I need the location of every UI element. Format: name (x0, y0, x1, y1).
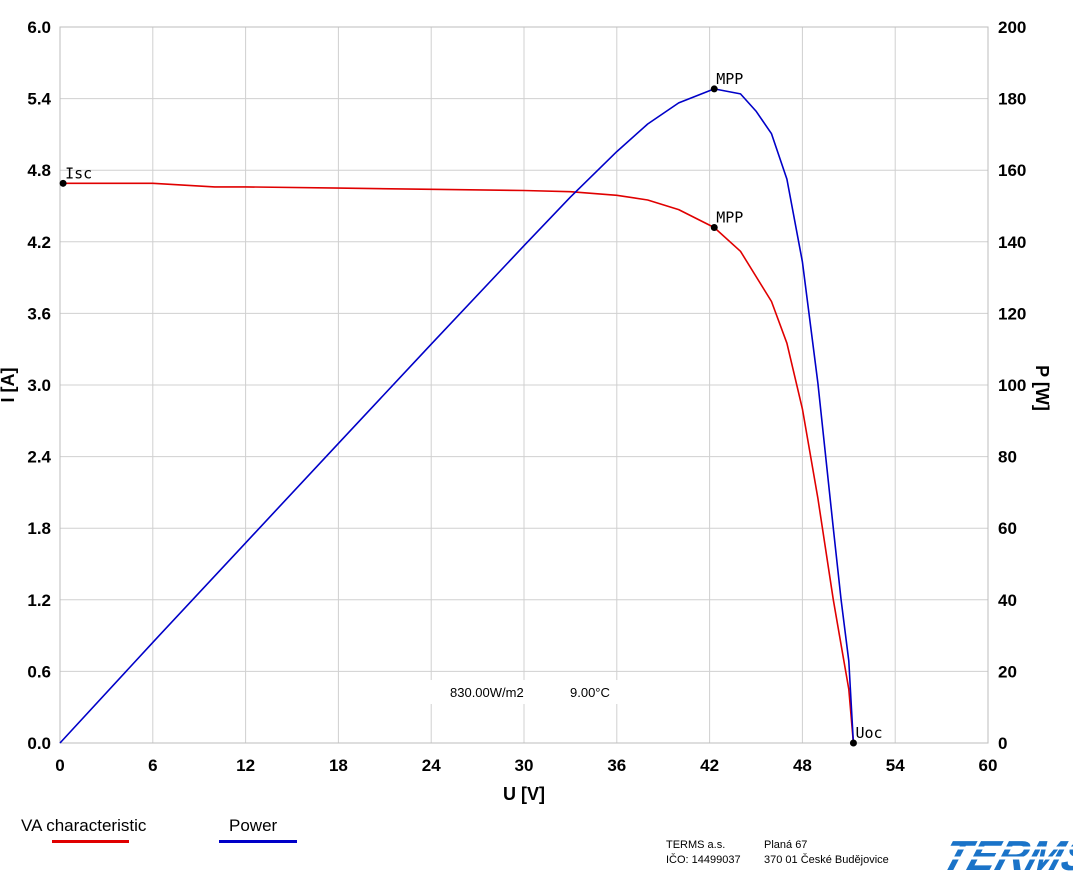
annotation-label: MPP (716, 208, 743, 226)
y-right-axis-title: P [W] (1032, 365, 1052, 411)
y-right-tick-label: 80 (998, 448, 1017, 467)
irradiance-label: 830.00W/m2 (450, 685, 524, 700)
y-left-tick-label: 4.2 (27, 233, 51, 252)
footer-street: Planá 67 (764, 839, 808, 851)
annotation-label: MPP (716, 70, 743, 88)
y-left-tick-label: 6.0 (27, 18, 51, 37)
plot-frame (59, 26, 989, 744)
x-tick-label: 30 (515, 756, 534, 775)
y-right-tick-label: 200 (998, 18, 1026, 37)
footer-company: TERMS a.s. (666, 839, 726, 851)
x-axis-title: U [V] (503, 784, 545, 804)
y-right-tick-label: 100 (998, 376, 1026, 395)
y-left-axis-title: I [A] (0, 368, 18, 403)
annotation-point (710, 223, 718, 231)
x-tick-label: 24 (422, 756, 441, 775)
x-tick-label: 36 (607, 756, 626, 775)
y-right-tick-label: 20 (998, 662, 1017, 681)
iv-chart: 0 6 12 18 24 30 36 42 48 54 60 0.0 0.6 1.2 1.8 2.4 3.0 3.… (0, 18, 1052, 804)
y-right-tick-label: 60 (998, 519, 1017, 538)
svg-text:TERMS: TERMS (938, 833, 1073, 876)
x-tick-label: 18 (329, 756, 348, 775)
y-left-tick-label: 2.4 (27, 448, 51, 467)
y-right-tick-label: 40 (998, 591, 1017, 610)
y-left-tick-label: 0.0 (27, 734, 51, 753)
temperature-label: 9.00°C (570, 685, 610, 700)
va-characteristic-line (60, 182, 855, 744)
y-left-tick-label: 0.6 (27, 662, 51, 681)
annotation-point (710, 85, 718, 93)
legend-power-label: Power (229, 816, 278, 835)
legend-va-line (52, 840, 129, 843)
annotation-label: Uoc (855, 724, 882, 742)
y-left-tick-label: 3.0 (27, 376, 51, 395)
x-tick-label: 42 (700, 756, 719, 775)
terms-logo: TERMS (938, 833, 1073, 876)
y-right-tick-label: 0 (998, 734, 1007, 753)
x-tick-label: 0 (55, 756, 64, 775)
annotation-label: Isc (65, 164, 92, 182)
y-left-tick-label: 3.6 (27, 304, 51, 323)
y-right-tick-label: 160 (998, 161, 1026, 180)
legend-power-line (219, 840, 297, 843)
x-tick-label: 54 (886, 756, 905, 775)
legend-va-label: VA characteristic (21, 816, 147, 835)
x-tick-label: 48 (793, 756, 812, 775)
x-tick-label: 6 (148, 756, 157, 775)
x-tick-label: 60 (979, 756, 998, 775)
y-right-tick-label: 120 (998, 304, 1026, 323)
annotation-point (849, 739, 857, 747)
y-left-tick-label: 4.8 (27, 161, 51, 180)
y-left-tick-label: 5.4 (27, 90, 51, 109)
x-tick-label: 12 (236, 756, 255, 775)
annotation-point (59, 179, 67, 187)
y-right-tick-label: 180 (998, 90, 1026, 109)
y-left-tick-label: 1.2 (27, 591, 51, 610)
footer-city: 370 01 České Budějovice (764, 854, 889, 866)
conditions-box (430, 680, 620, 704)
footer-ico: IČO: 14499037 (666, 854, 741, 866)
y-left-tick-label: 1.8 (27, 519, 51, 538)
y-right-tick-label: 140 (998, 233, 1026, 252)
